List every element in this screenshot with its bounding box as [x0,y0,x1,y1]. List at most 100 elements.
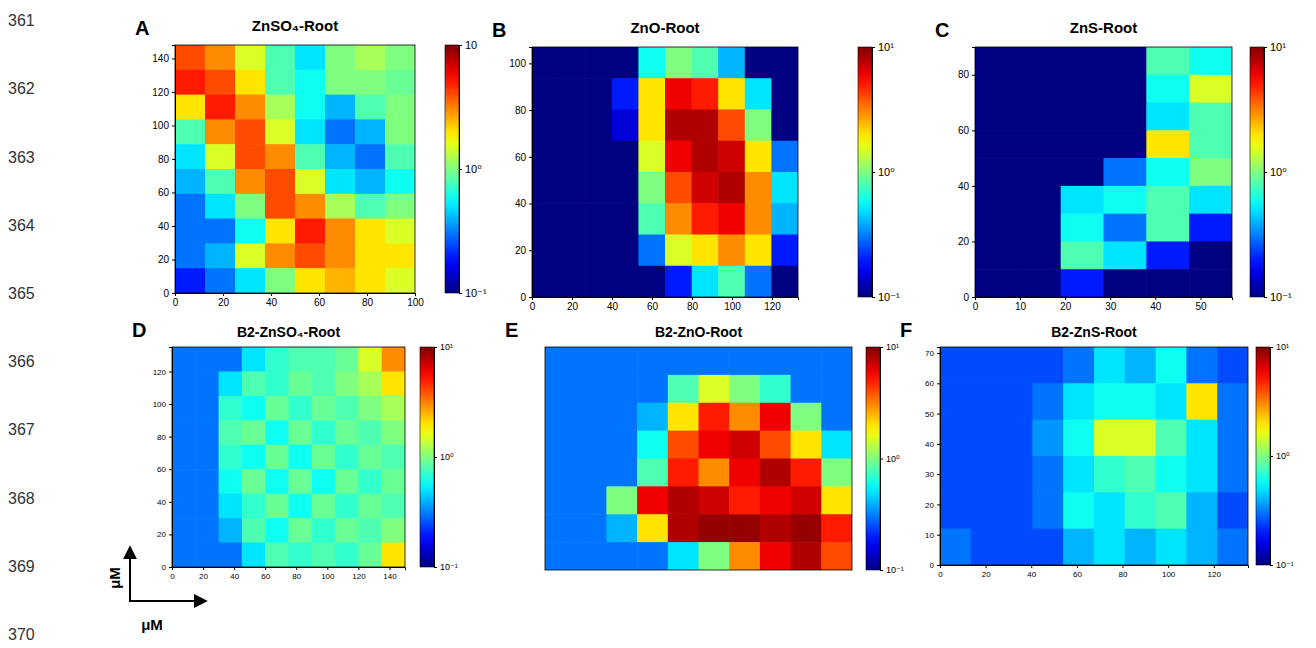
cell [335,518,359,543]
tick-mark [529,157,532,158]
cell [335,420,359,445]
cell [668,431,699,459]
cell [821,542,852,570]
tick-mark [1065,297,1066,300]
cell [289,445,313,470]
cell [699,486,730,514]
tick: 60 [158,187,175,198]
line-number: 364 [8,217,35,234]
tick-mark [1077,565,1078,568]
cell [791,431,822,459]
cell [235,144,266,169]
tick-mark [319,293,320,296]
cell [242,445,266,470]
tick-label: 120 [1208,570,1222,579]
tick-mark [234,567,235,570]
x-axis: 01020304050 [973,297,1233,312]
tick-label: 100 [152,120,169,131]
cell [638,78,665,110]
cell [172,494,196,519]
cell [718,110,745,142]
cell [195,445,219,470]
cell [545,403,576,431]
cell [760,375,791,403]
cell [265,543,289,567]
cell [1104,130,1147,158]
cell [665,78,692,110]
cell [235,45,266,70]
tick-mark [1020,297,1021,300]
cell [1061,103,1104,131]
cell [235,70,266,95]
tick-mark [1031,565,1032,568]
y-axis: 020406080100120140 [152,46,175,299]
cell [771,110,798,142]
cell [729,542,760,570]
cell [606,542,637,570]
cell [265,194,296,219]
cell [325,219,356,244]
tick: 20 [515,245,532,256]
tick-label: 10⁰ [878,166,895,178]
cell [219,469,243,494]
axis-line [533,298,799,301]
tick-label: 10⁻¹ [886,565,904,575]
cell [718,235,745,267]
cell [385,45,415,70]
cell [1217,347,1248,384]
cell [1186,347,1217,384]
cell [585,235,612,267]
cell [668,375,699,403]
cell [940,456,971,493]
cell [545,514,576,542]
tick-label: 20 [1060,301,1072,312]
cell [355,95,386,120]
tick: 10 [459,39,477,51]
tick-label: 80 [362,297,374,308]
cell [1189,103,1232,131]
cell [325,45,356,70]
cell [265,268,296,293]
colorbar-axis: 10⁻¹10⁰10¹ [880,342,904,575]
axis-line [941,566,1249,569]
cell [1061,130,1104,158]
cell [382,445,405,470]
cell [355,194,386,219]
cell [325,144,356,169]
cell [532,110,559,142]
cell [385,70,415,95]
tick-mark [986,565,987,568]
cell [1032,492,1063,529]
tick-label: 120 [153,368,167,377]
tick-mark [937,353,940,354]
cell [637,403,668,431]
tick: 80 [1119,565,1128,579]
cell [699,542,730,570]
cell [385,169,415,194]
cell [1146,214,1189,242]
cell [612,266,639,297]
cell [335,494,359,519]
cell [606,347,637,375]
tick-label: 20 [158,254,170,265]
cell [295,95,326,120]
cell [1156,492,1187,529]
cell [1018,241,1061,269]
axis-line [937,348,941,566]
cell [771,141,798,173]
panel-title: ZnSO₄-Root [252,17,338,34]
cell [668,542,699,570]
cell [219,371,243,396]
cell [791,486,822,514]
cell [821,486,852,514]
cell [1189,130,1232,158]
cell [760,459,791,487]
cell [195,396,219,421]
tick-mark [169,534,172,535]
cell [358,494,382,519]
cell [385,243,415,268]
cell [971,420,1002,457]
cell [172,347,196,372]
tick-mark [296,567,297,570]
cell [195,469,219,494]
